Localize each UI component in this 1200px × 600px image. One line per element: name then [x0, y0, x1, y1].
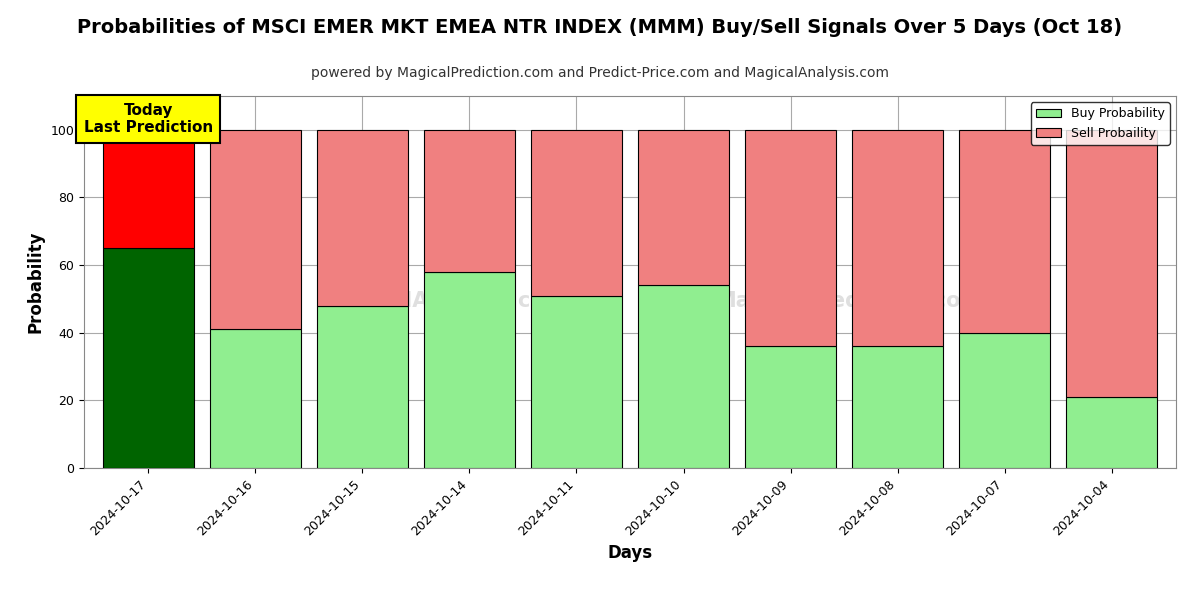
Text: Probabilities of MSCI EMER MKT EMEA NTR INDEX (MMM) Buy/Sell Signals Over 5 Days: Probabilities of MSCI EMER MKT EMEA NTR … — [78, 18, 1122, 37]
Bar — [638, 286, 730, 468]
Text: Today
Last Prediction: Today Last Prediction — [84, 103, 212, 135]
Text: powered by MagicalPrediction.com and Predict-Price.com and MagicalAnalysis.com: powered by MagicalPrediction.com and Pre… — [311, 66, 889, 80]
Y-axis label: Probability: Probability — [26, 231, 44, 333]
Legend: Buy Probability, Sell Probaility: Buy Probability, Sell Probaility — [1031, 102, 1170, 145]
Bar — [103, 130, 193, 248]
Bar — [424, 130, 515, 272]
Bar — [959, 130, 1050, 333]
Bar — [317, 305, 408, 468]
Bar — [210, 130, 301, 329]
Bar — [852, 346, 943, 468]
Bar — [959, 333, 1050, 468]
X-axis label: Days: Days — [607, 544, 653, 562]
Bar — [530, 296, 622, 468]
Bar — [210, 329, 301, 468]
Bar — [852, 130, 943, 346]
Bar — [745, 130, 836, 346]
Bar — [745, 346, 836, 468]
Bar — [103, 248, 193, 468]
Text: MagicalPrediction.com: MagicalPrediction.com — [715, 290, 982, 311]
Bar — [530, 130, 622, 296]
Bar — [424, 272, 515, 468]
Bar — [317, 130, 408, 305]
Bar — [1067, 397, 1157, 468]
Bar — [638, 130, 730, 286]
Text: MagicalAnalysis.com: MagicalAnalysis.com — [322, 290, 566, 311]
Bar — [1067, 130, 1157, 397]
